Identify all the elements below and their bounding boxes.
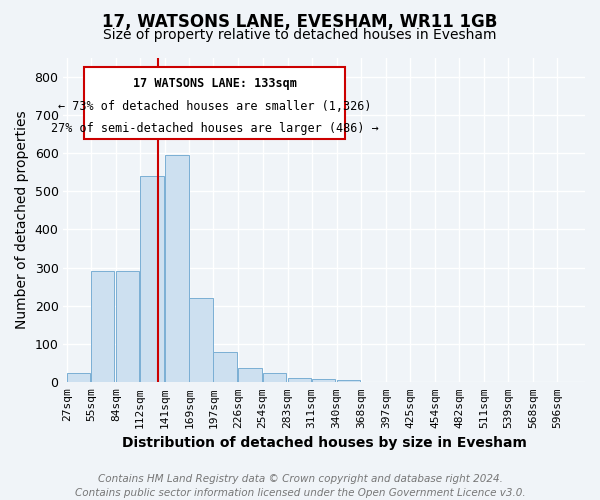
Text: Contains HM Land Registry data © Crown copyright and database right 2024.
Contai: Contains HM Land Registry data © Crown c… [74, 474, 526, 498]
Bar [287, 378, 311, 382]
Text: ← 73% of detached houses are smaller (1,326): ← 73% of detached houses are smaller (1,… [58, 100, 371, 112]
Text: 27% of semi-detached houses are larger (486) →: 27% of semi-detached houses are larger (… [51, 122, 379, 136]
Bar [214, 352, 237, 382]
Y-axis label: Number of detached properties: Number of detached properties [15, 110, 29, 329]
Text: Size of property relative to detached houses in Evesham: Size of property relative to detached ho… [103, 28, 497, 42]
Bar [263, 373, 286, 382]
Bar [91, 272, 115, 382]
Bar [140, 176, 164, 382]
Bar [67, 373, 91, 382]
Text: 17, WATSONS LANE, EVESHAM, WR11 1GB: 17, WATSONS LANE, EVESHAM, WR11 1GB [103, 12, 497, 30]
Bar [116, 272, 139, 382]
FancyBboxPatch shape [84, 67, 345, 138]
Text: 17 WATSONS LANE: 133sqm: 17 WATSONS LANE: 133sqm [133, 77, 296, 90]
Bar [337, 380, 360, 382]
Bar [312, 379, 335, 382]
X-axis label: Distribution of detached houses by size in Evesham: Distribution of detached houses by size … [122, 436, 527, 450]
Bar [165, 155, 188, 382]
Bar [189, 298, 213, 382]
Bar [238, 368, 262, 382]
